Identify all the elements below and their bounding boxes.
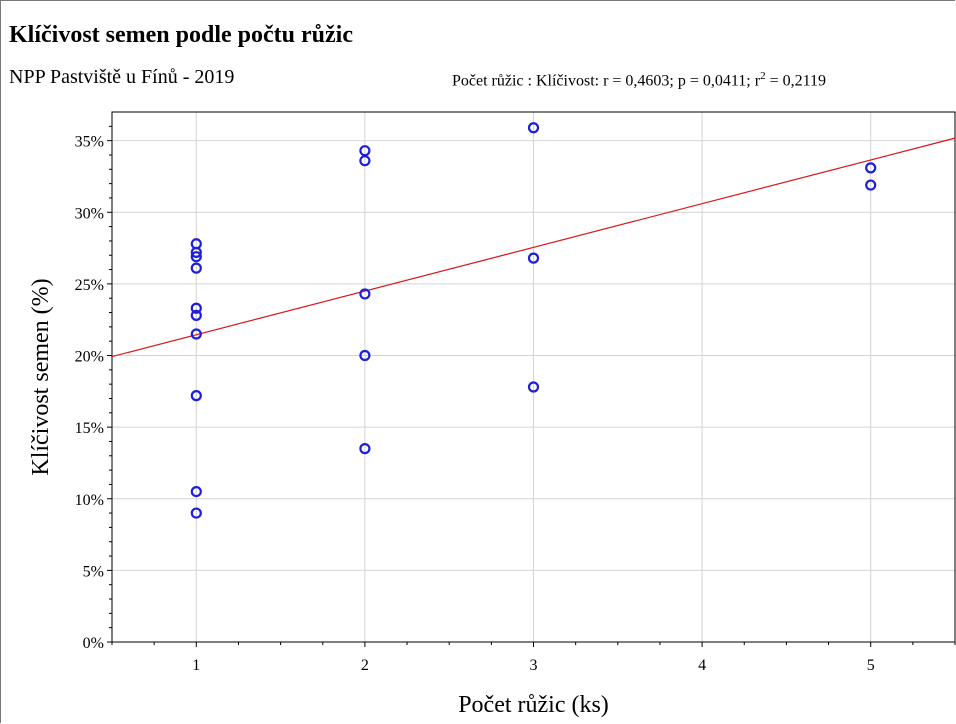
x-tick-label: 1 — [192, 657, 200, 674]
y-tick-label: 35% — [75, 134, 104, 151]
data-point — [359, 288, 371, 300]
y-tick-label: 5% — [83, 563, 104, 580]
data-point — [865, 179, 877, 191]
data-point — [190, 485, 202, 498]
axis-ticks: 0% 5% 10% 15% 20% 25% 30% 35% 1 2 3 4 5 — [75, 125, 956, 674]
data-point — [865, 162, 877, 174]
x-tick-label: 5 — [867, 657, 875, 674]
y-tick-label: 10% — [75, 492, 104, 509]
regression-line — [111, 137, 956, 358]
chart-subtitle: NPP Pastviště u Fínů - 2019 — [9, 66, 235, 88]
data-point — [527, 252, 540, 264]
data-point — [190, 246, 202, 258]
chart-title: Klíčivost semen podle počtu růžic — [9, 22, 353, 48]
data-point — [190, 309, 202, 322]
x-axis-title: Počet růžic (ks) — [458, 692, 609, 718]
y-tick-label: 20% — [75, 349, 104, 366]
data-point — [359, 155, 371, 167]
data-point — [190, 262, 202, 274]
data-point — [190, 302, 202, 314]
y-tick-label: 0% — [83, 635, 104, 652]
data-point — [190, 507, 202, 519]
y-tick-label: 15% — [75, 420, 104, 437]
x-tick-label: 4 — [698, 657, 706, 674]
data-point — [190, 328, 202, 340]
data-point — [527, 122, 540, 134]
y-tick-label: 30% — [75, 205, 104, 222]
data-points — [190, 122, 877, 519]
y-tick-label: 25% — [75, 277, 104, 294]
stats-text: Počet růžic : Klíčivost: r = 0,4603; p =… — [452, 72, 761, 90]
x-tick-label: 3 — [530, 657, 538, 674]
regression-line-group — [111, 137, 956, 358]
regression-stats: Počet růžic : Klíčivost: r = 0,4603; p =… — [452, 70, 826, 90]
stats-value: = 0,2119 — [765, 72, 827, 90]
data-point — [527, 381, 540, 393]
data-point — [190, 251, 202, 263]
data-point — [359, 443, 371, 455]
data-point — [359, 349, 371, 362]
x-tick-label: 2 — [361, 657, 369, 674]
grid-lines — [112, 112, 955, 643]
y-axis-title: Klíčivost semen (%) — [28, 278, 54, 475]
data-point — [190, 390, 202, 402]
stats-superscript: 2 — [760, 70, 766, 82]
